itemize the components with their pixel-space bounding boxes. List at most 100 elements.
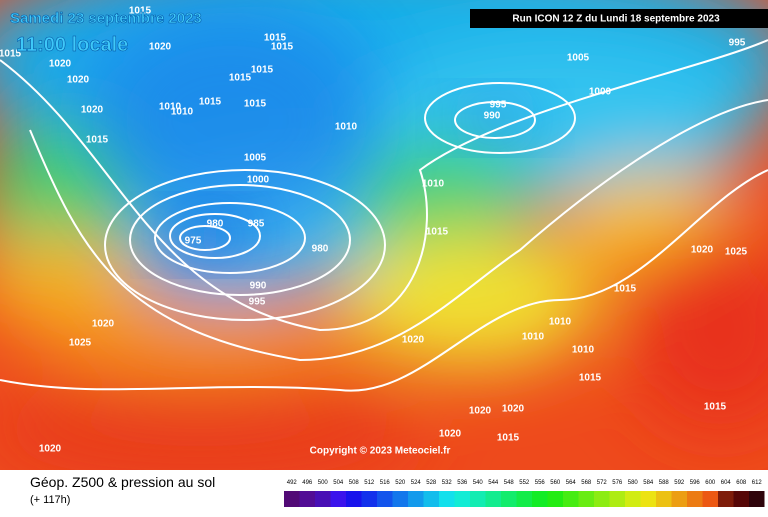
- pressure-label: 1010: [572, 345, 595, 356]
- pressure-label: 1020: [469, 406, 492, 417]
- scale-label: 548: [504, 480, 515, 486]
- run-info: Run ICON 12 Z du Lundi 18 septembre 2023: [512, 14, 720, 25]
- scale-swatch: [625, 491, 641, 507]
- pressure-label: 1005: [567, 53, 590, 64]
- scale-label: 572: [597, 480, 608, 486]
- scale-swatch: [609, 491, 625, 507]
- pressure-label: 1010: [159, 102, 182, 113]
- pressure-label: 980: [207, 219, 224, 230]
- pressure-label: 1010: [171, 107, 194, 118]
- scale-label: 612: [752, 480, 763, 486]
- scale-label: 576: [612, 480, 623, 486]
- scale-swatch: [299, 491, 315, 507]
- pressure-label: 1015: [0, 49, 22, 60]
- pressure-label: 990: [484, 111, 501, 122]
- scale-label: 604: [721, 480, 732, 486]
- pressure-label: 1015: [704, 402, 727, 413]
- legend-title: Géop. Z500 & pression au sol: [30, 474, 215, 490]
- scale-swatch: [656, 491, 672, 507]
- pressure-label: 1010: [549, 317, 572, 328]
- scale-swatch: [377, 491, 393, 507]
- scale-swatch: [439, 491, 455, 507]
- scale-label: 580: [628, 480, 639, 486]
- scale-label: 568: [581, 480, 592, 486]
- scale-label: 504: [333, 480, 344, 486]
- scale-swatch: [594, 491, 610, 507]
- pressure-label: 1015: [251, 65, 274, 76]
- scale-swatch: [671, 491, 687, 507]
- pressure-label: 1000: [589, 87, 612, 98]
- scale-label: 596: [690, 480, 701, 486]
- pressure-label: 1015: [426, 227, 449, 238]
- pressure-label: 1020: [402, 335, 425, 346]
- scale-label: 508: [349, 480, 360, 486]
- scale-swatch: [284, 491, 300, 507]
- pressure-label: 980: [312, 244, 329, 255]
- scale-swatch: [547, 491, 563, 507]
- lead-time: (+ 117h): [30, 494, 70, 506]
- copyright: Copyright © 2023 Meteociel.fr: [310, 446, 451, 457]
- pressure-label: 1015: [614, 284, 637, 295]
- scale-label: 512: [364, 480, 375, 486]
- scale-label: 536: [457, 480, 468, 486]
- pressure-label: 1015: [86, 135, 109, 146]
- pressure-label: 1015: [244, 99, 267, 110]
- pressure-label: 1010: [522, 332, 545, 343]
- scale-swatch: [470, 491, 486, 507]
- scale-swatch: [687, 491, 703, 507]
- scale-swatch: [733, 491, 749, 507]
- scale-label: 556: [535, 480, 546, 486]
- pressure-label: 1020: [67, 75, 90, 86]
- pressure-label: 1015: [229, 73, 252, 84]
- pressure-label: 1020: [49, 59, 72, 70]
- run-banner: [470, 9, 768, 28]
- scale-label: 552: [519, 480, 530, 486]
- scale-label: 600: [705, 480, 716, 486]
- pressure-label: 1010: [422, 179, 445, 190]
- scale-swatch: [361, 491, 377, 507]
- scale-swatch: [485, 491, 501, 507]
- forecast-date: Samedi 23 septembre 2023: [10, 10, 202, 27]
- pressure-label: 1000: [247, 175, 270, 186]
- scale-swatch: [423, 491, 439, 507]
- pressure-label: 1025: [725, 247, 748, 258]
- pressure-label: 1015: [199, 97, 222, 108]
- pressure-label: 995: [729, 38, 746, 49]
- scale-label: 564: [566, 480, 577, 486]
- scale-label: 540: [473, 480, 484, 486]
- scale-swatch: [578, 491, 594, 507]
- pressure-label: 1020: [149, 42, 172, 53]
- scale-swatch: [346, 491, 362, 507]
- pressure-label: 1025: [69, 338, 92, 349]
- scale-swatch: [702, 491, 718, 507]
- pressure-label: 995: [249, 297, 266, 308]
- scale-swatch: [454, 491, 470, 507]
- map-field: 1015102010151015101510201020101510151010…: [0, 0, 768, 470]
- pressure-label: 1020: [502, 404, 525, 415]
- forecast-time: 11:00 locale: [16, 34, 128, 56]
- pressure-label: 1020: [81, 105, 104, 116]
- scale-label: 492: [287, 480, 298, 486]
- scale-swatch: [640, 491, 656, 507]
- scale-label: 560: [550, 480, 561, 486]
- scale-swatch: [408, 491, 424, 507]
- pressure-label: 1010: [335, 122, 358, 133]
- scale-swatch: [330, 491, 346, 507]
- pressure-label: 1020: [39, 444, 62, 455]
- scale-label: 528: [426, 480, 437, 486]
- scale-label: 516: [380, 480, 391, 486]
- scale-swatch: [501, 491, 517, 507]
- scale-swatch: [392, 491, 408, 507]
- pressure-label: 1015: [264, 33, 287, 44]
- isobars: [0, 39, 768, 392]
- pressure-label: 985: [248, 219, 265, 230]
- pressure-label: 995: [490, 100, 507, 111]
- pressure-label: 1015: [271, 42, 294, 53]
- scale-swatch: [516, 491, 532, 507]
- scale-label: 608: [736, 480, 747, 486]
- pressure-label: 1005: [244, 153, 267, 164]
- pressure-label: 975: [185, 236, 202, 247]
- pressure-label: 1015: [497, 433, 520, 444]
- scale-label: 520: [395, 480, 406, 486]
